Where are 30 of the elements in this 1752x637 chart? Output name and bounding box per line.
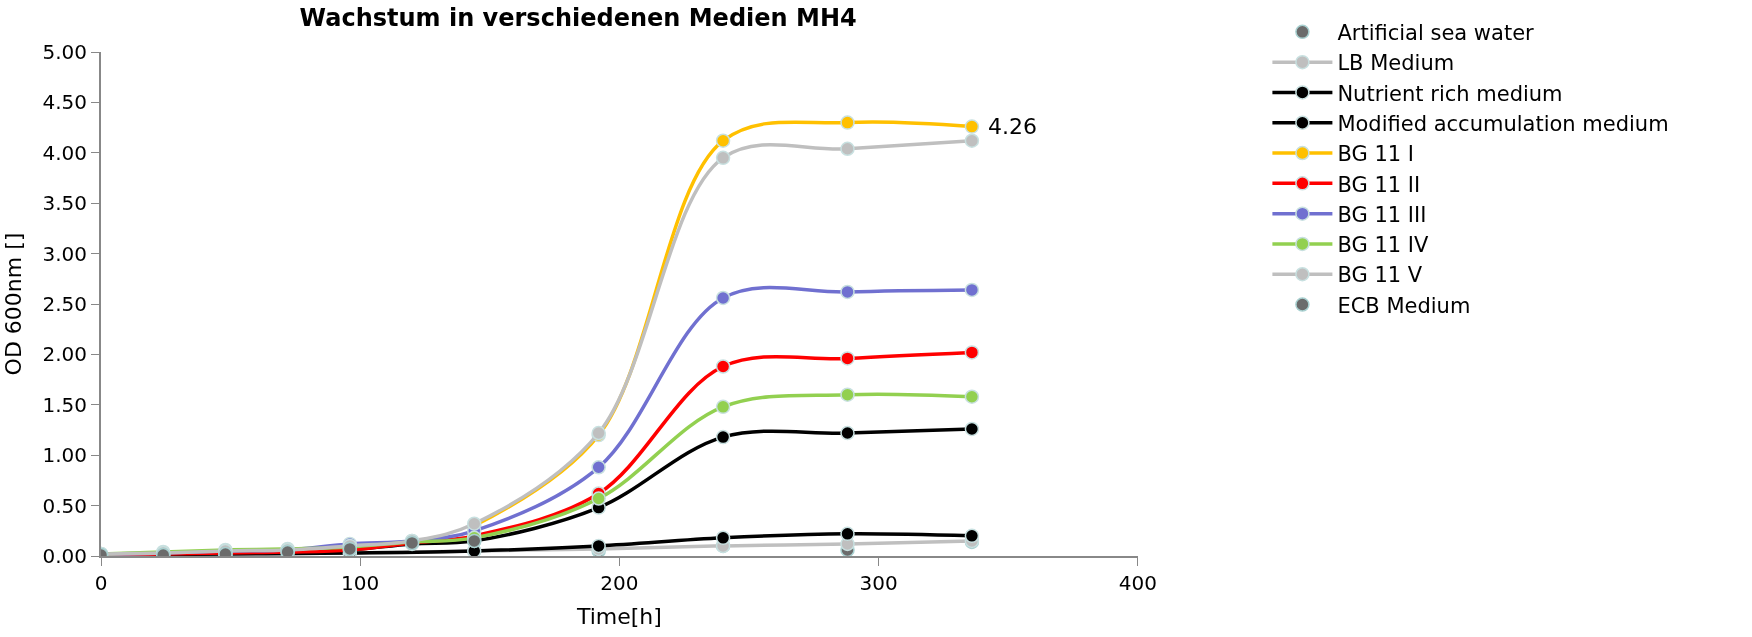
y-tick-label: 3.50 — [42, 191, 87, 216]
legend-label: BG 11 V — [1337, 263, 1423, 288]
legend-label: LB Medium — [1337, 51, 1455, 76]
y-tick-label: 4.00 — [42, 140, 87, 165]
y-tick-label: 2.00 — [42, 342, 87, 367]
x-tick-label: 300 — [859, 571, 898, 595]
y-tick-label: 4.50 — [42, 90, 87, 115]
legend-label: Artificial sea water — [1337, 21, 1535, 46]
y-tick-label: 0.50 — [42, 493, 87, 518]
x-tick-label: 400 — [1118, 571, 1157, 595]
x-tick-label: 0 — [94, 571, 108, 595]
y-tick-label: 1.50 — [42, 392, 87, 417]
legend-label: BG 11 III — [1337, 202, 1427, 227]
y-axis-title: OD 600nm [] — [0, 232, 26, 376]
x-axis-title: Time[h] — [575, 604, 662, 630]
legend-label: ECB Medium — [1337, 293, 1471, 318]
legend-label: Nutrient rich medium — [1337, 81, 1563, 106]
legend-label: Modified accumulation medium — [1337, 111, 1669, 136]
x-tick-label: 100 — [341, 571, 380, 595]
y-tick-label: 5.00 — [42, 40, 87, 64]
y-tick-label: 0.00 — [42, 544, 87, 568]
legend-label: BG 11 IV — [1337, 233, 1429, 258]
legend-label: BG 11 I — [1337, 142, 1414, 167]
annotation: 4.26 — [988, 114, 1037, 139]
y-tick-label: 1.00 — [42, 443, 87, 468]
y-tick-label: 2.50 — [42, 292, 87, 316]
legend-label: BG 11 II — [1337, 172, 1421, 197]
y-tick-label: 3.00 — [42, 241, 87, 266]
chart-title: Wachstum in verschiedenen Medien MH4 — [299, 4, 857, 33]
x-tick-label: 200 — [600, 571, 639, 595]
